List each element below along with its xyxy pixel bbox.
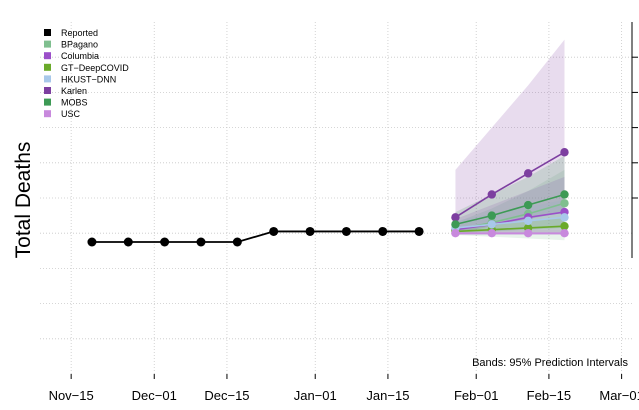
prediction-bands: [455, 39, 565, 241]
data-point-usc: [487, 229, 496, 238]
axes: Nov−15 Dec−01 Dec−15 Jan−01 Jan−15 Feb−01 Feb−…: [49, 22, 639, 403]
data-point-usc: [523, 229, 533, 238]
legend-swatch-gt-deepcovid: [44, 63, 51, 71]
data-point-mobs: [487, 211, 496, 220]
series-line-reported: [91, 230, 420, 243]
data-point-reported: [414, 226, 424, 236]
legend-swatch-bpagano: [44, 40, 51, 48]
data-point-karlen: [451, 213, 460, 222]
data-point-reported: [269, 226, 279, 236]
data-point-gt-deepcovid: [560, 221, 569, 231]
prediction-band: [455, 39, 565, 234]
data-point-karlen: [487, 190, 496, 199]
series-line-mobs: [455, 193, 565, 226]
data-point-reported: [87, 237, 97, 247]
legend-label-mobs: MOBS: [61, 98, 88, 108]
data-point-usc: [451, 229, 460, 238]
legend-label-karlen: Karlen: [61, 86, 87, 96]
x-tick-label: Jan−01: [294, 388, 337, 403]
x-tick-label: Dec−01: [132, 388, 177, 403]
data-point-bpagano: [560, 199, 569, 208]
series-line-hkust-dnn: [455, 216, 565, 229]
legend-label-bpagano: BPagano: [61, 40, 98, 50]
legend-swatch-karlen: [44, 87, 51, 94]
legend-label-columbia: Columbia: [61, 51, 99, 61]
series-line-karlen: [455, 151, 565, 219]
legend-label-reported: Reported: [61, 28, 98, 38]
data-point-mobs: [451, 220, 460, 229]
x-tick-label: Feb−01: [454, 388, 498, 403]
x-tick-label: Dec−15: [204, 388, 249, 403]
data-point-reported: [196, 237, 206, 247]
prediction-band: [455, 155, 565, 234]
data-point-mobs: [560, 190, 569, 199]
data-point-reported: [378, 226, 388, 236]
data-point-reported: [305, 226, 315, 236]
x-tick-label: Mar−01: [599, 388, 639, 403]
data-point-reported: [341, 226, 351, 236]
legend-label-gt-deepcovid: GT−DeepCOVID: [61, 63, 129, 73]
legend-label-usc: USC: [61, 109, 81, 119]
legend-swatch-usc: [44, 110, 51, 118]
x-tick-label: Nov−15: [49, 388, 94, 403]
data-point-mobs: [523, 200, 533, 210]
series-line-gt-deepcovid: [455, 225, 565, 233]
data-point-hkust-dnn: [487, 220, 496, 229]
data-point-karlen: [523, 169, 533, 178]
legend-label-hkust-dnn: HKUST−DNN: [61, 74, 116, 84]
data-point-hkust-dnn: [523, 216, 533, 226]
data-point-hkust-dnn: [560, 213, 569, 222]
series-lines: [87, 148, 569, 247]
data-point-usc: [560, 229, 569, 238]
x-tick-label: Feb−15: [527, 388, 571, 403]
data-point-reported: [232, 237, 242, 247]
data-point-karlen: [560, 148, 569, 157]
x-tick-label: Jan−15: [366, 388, 409, 403]
legend-swatch-mobs: [44, 98, 51, 106]
legend-swatch-columbia: [44, 52, 51, 60]
prediction-band: [455, 169, 565, 241]
data-point-reported: [123, 237, 133, 247]
data-point-reported: [160, 237, 170, 247]
bands-annotation: Bands: 95% Prediction Intervals: [472, 357, 628, 369]
y-axis-label: Total Deaths: [12, 142, 35, 259]
legend-swatch-reported: [44, 29, 51, 36]
series-line-columbia: [455, 211, 565, 231]
legend-swatch-hkust-dnn: [44, 75, 51, 83]
